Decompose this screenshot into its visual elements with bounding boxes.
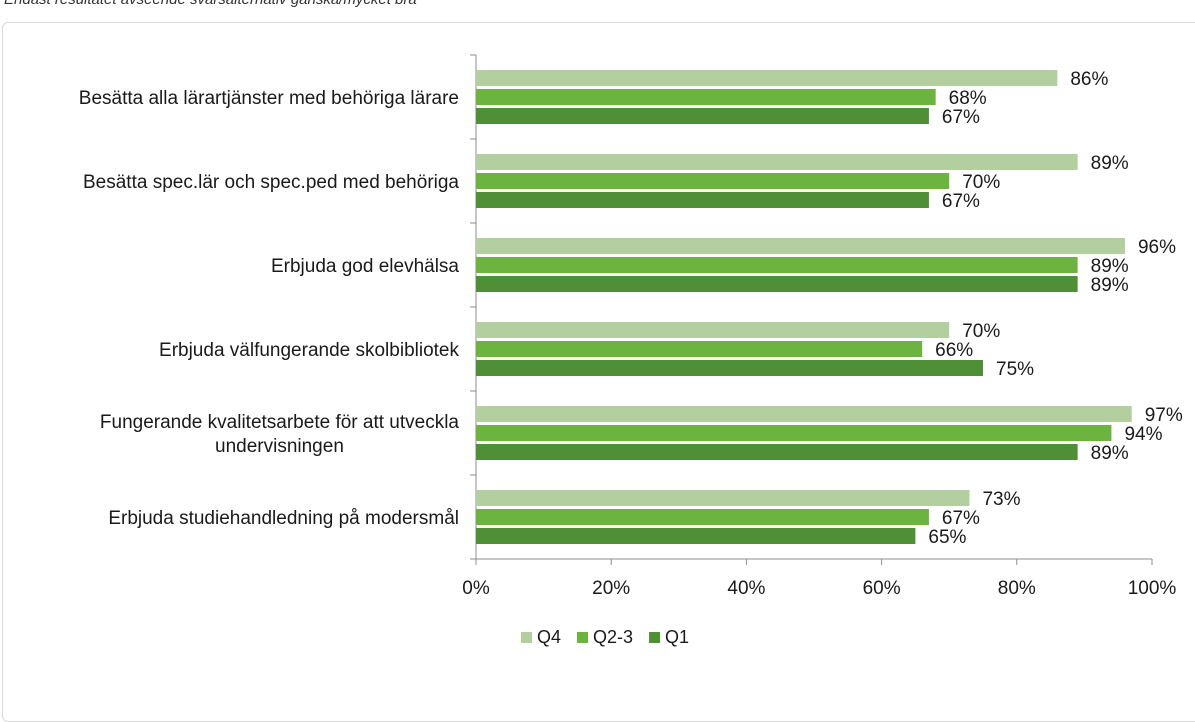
bar-q2-3 [476, 509, 929, 525]
category-label: Besätta spec.lär och spec.ped med behöri… [83, 172, 459, 193]
bar-q4 [476, 406, 1132, 422]
legend-swatch [577, 632, 589, 643]
x-tick-label: 100% [1128, 578, 1177, 599]
legend-label: Q1 [665, 627, 689, 647]
bar-value-label: 70% [962, 172, 1000, 193]
x-tick-label: 80% [998, 578, 1036, 599]
chart-legend: Q4 Q2-3 Q1 [521, 627, 689, 647]
bar-value-label: 67% [942, 191, 980, 212]
bar-q1 [476, 192, 929, 208]
x-tick-label: 60% [863, 578, 901, 599]
bar-q1 [476, 108, 929, 124]
bar-q4 [476, 154, 1078, 170]
category-label: Erbjuda välfungerande skolbibliotek [159, 340, 459, 361]
bar-value-label: 73% [982, 489, 1020, 510]
chart-labels: Besätta alla lärartjänster med behöriga … [79, 69, 1183, 548]
legend-swatch [649, 632, 661, 643]
bar-chart: 0% 20% 40% 60% 80% 100% Besätta alla lärartjä… [79, 54, 1183, 647]
bar-value-label: 68% [949, 88, 987, 109]
category-label: Erbjuda studiehandledning på modersmål [108, 508, 459, 529]
bar-q2-3 [476, 341, 923, 357]
bar-value-label: 86% [1070, 69, 1108, 90]
bar-value-label: 89% [1091, 275, 1129, 296]
bar-q2-3 [476, 257, 1078, 273]
bar-q4 [476, 322, 950, 338]
bar-q1 [476, 276, 1078, 292]
x-tick-label: 20% [592, 578, 630, 599]
bar-value-label: 96% [1138, 237, 1176, 258]
bar-q4 [476, 70, 1058, 86]
bar-value-label: 65% [928, 527, 966, 548]
bar-q1 [476, 528, 916, 544]
chart-bars [476, 70, 1132, 544]
bar-value-label: 67% [942, 107, 980, 128]
bar-q2-3 [476, 425, 1112, 441]
x-tick-label: 0% [462, 578, 490, 599]
category-label: Fungerande kvalitetsarbete för att utvec… [100, 412, 460, 433]
bar-value-label: 94% [1124, 424, 1162, 445]
bar-value-label: 89% [1091, 153, 1129, 174]
bar-q2-3 [476, 89, 936, 105]
category-label: Erbjuda god elevhälsa [271, 256, 459, 277]
bar-q1 [476, 444, 1078, 460]
legend-item-q2-3: Q2-3 [577, 627, 633, 647]
bar-q4 [476, 490, 970, 506]
legend-item-q4: Q4 [521, 627, 561, 647]
bar-q1 [476, 360, 983, 376]
bar-value-label: 75% [996, 359, 1034, 380]
bar-value-label: 89% [1091, 443, 1129, 464]
chart-subtitle: Endast resultatet avseende svarsalternat… [4, 0, 417, 8]
category-label: Besätta alla lärartjänster med behöriga … [79, 88, 459, 109]
bar-value-label: 89% [1091, 256, 1129, 277]
legend-swatch [521, 632, 532, 643]
category-label: undervisningen [215, 436, 344, 457]
legend-label: Q4 [537, 627, 561, 647]
bar-q4 [476, 238, 1125, 254]
bar-value-label: 70% [962, 321, 1000, 342]
bar-value-label: 67% [942, 508, 980, 529]
legend-item-q1: Q1 [649, 627, 689, 647]
bar-value-label: 97% [1145, 405, 1183, 426]
chart-axes: 0% 20% 40% 60% 80% 100% [462, 54, 1177, 599]
bar-q2-3 [476, 173, 950, 189]
x-tick-label: 40% [727, 578, 765, 599]
bar-value-label: 66% [935, 340, 973, 361]
legend-label: Q2-3 [593, 627, 633, 647]
